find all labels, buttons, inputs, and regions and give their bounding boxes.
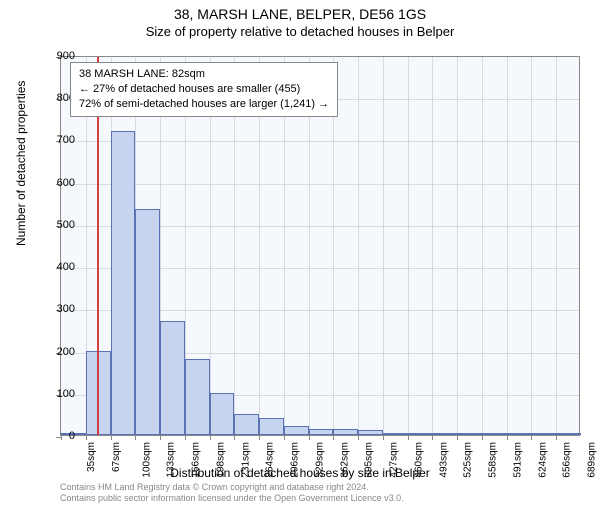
xtick-label: 231sqm — [240, 442, 251, 478]
xtick-label: 427sqm — [389, 442, 400, 478]
histogram-bar — [507, 433, 532, 435]
histogram-bar — [284, 426, 309, 435]
ytick-label: 900 — [40, 50, 75, 62]
histogram-bar — [531, 433, 556, 435]
xtick-label: 591sqm — [513, 442, 524, 478]
histogram-bar — [111, 131, 136, 435]
footer-line-1: Contains HM Land Registry data © Crown c… — [60, 482, 404, 493]
ytick-label: 200 — [40, 346, 75, 358]
xtick-label: 166sqm — [191, 442, 202, 478]
xtick-label: 67sqm — [111, 442, 122, 472]
xtick-label: 558sqm — [488, 442, 499, 478]
ytick-label: 700 — [40, 134, 75, 146]
footer-text: Contains HM Land Registry data © Crown c… — [60, 482, 404, 504]
xtick-label: 329sqm — [314, 442, 325, 478]
histogram-bar — [457, 433, 482, 435]
xtick-label: 133sqm — [166, 442, 177, 478]
xtick-label: 656sqm — [562, 442, 573, 478]
xtick-label: 35sqm — [86, 442, 97, 472]
info-box: 38 MARSH LANE: 82sqm ← 27% of detached h… — [70, 62, 338, 117]
histogram-bar — [358, 430, 383, 435]
histogram-bar — [160, 321, 185, 435]
xtick-label: 460sqm — [413, 442, 424, 478]
ytick-label: 600 — [40, 177, 75, 189]
histogram-bar — [333, 429, 358, 435]
xtick-label: 296sqm — [290, 442, 301, 478]
histogram-bar — [408, 433, 433, 435]
chart-title: 38, MARSH LANE, BELPER, DE56 1GS — [0, 6, 600, 22]
histogram-bar — [432, 433, 457, 435]
xtick-label: 493sqm — [438, 442, 449, 478]
info-line-1: 38 MARSH LANE: 82sqm — [79, 67, 329, 82]
ytick-label: 400 — [40, 261, 75, 273]
info-line-3: 72% of semi-detached houses are larger (… — [79, 97, 329, 112]
xtick-label: 624sqm — [537, 442, 548, 478]
histogram-bar — [135, 209, 160, 435]
ytick-label: 0 — [40, 430, 75, 442]
histogram-bar — [259, 418, 284, 435]
xtick-label: 362sqm — [339, 442, 350, 478]
ytick-label: 100 — [40, 388, 75, 400]
xtick-label: 100sqm — [141, 442, 152, 478]
ytick-label: 500 — [40, 219, 75, 231]
xtick-label: 198sqm — [215, 442, 226, 478]
footer-line-2: Contains public sector information licen… — [60, 493, 404, 504]
histogram-bar — [383, 433, 408, 435]
histogram-bar — [482, 433, 507, 435]
histogram-bar — [309, 429, 334, 435]
xtick-label: 689sqm — [587, 442, 598, 478]
ytick-label: 300 — [40, 303, 75, 315]
histogram-bar — [556, 433, 581, 435]
chart-subtitle: Size of property relative to detached ho… — [0, 24, 600, 39]
histogram-bar — [234, 414, 259, 435]
y-axis-label: Number of detached properties — [14, 81, 28, 246]
info-line-2: ← 27% of detached houses are smaller (45… — [79, 82, 329, 97]
xtick-label: 395sqm — [364, 442, 375, 478]
histogram-bar — [210, 393, 235, 435]
histogram-bar — [185, 359, 210, 435]
xtick-label: 264sqm — [265, 442, 276, 478]
xtick-label: 525sqm — [463, 442, 474, 478]
